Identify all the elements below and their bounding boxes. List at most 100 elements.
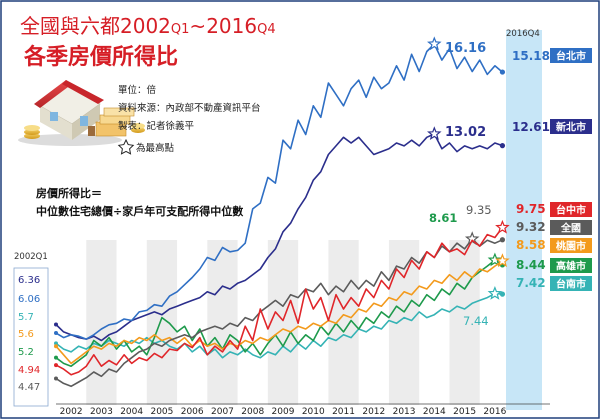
badge-label-national: 全國 xyxy=(560,222,581,235)
chart-subtitle: 各季房價所得比 xyxy=(23,44,178,70)
title-main: 全國與六都 xyxy=(20,14,120,38)
peak-label-kaohsiung: 8.61 xyxy=(429,211,457,225)
x-tick-2014: 2014 xyxy=(423,407,446,417)
series-start-dot-4 xyxy=(54,344,58,349)
badge-label-taichung: 台中市 xyxy=(556,204,586,217)
start-label-kaohsiung: 5.2 xyxy=(18,347,34,358)
start-label-national: 4.47 xyxy=(18,382,40,393)
peak-star-0 xyxy=(427,36,442,51)
badge-label-kaohsiung: 高雄市 xyxy=(556,260,586,273)
peak-labels: 16.16 13.02 9.35 8.61 7.44 xyxy=(429,41,492,328)
series-start-dot-5 xyxy=(54,355,58,360)
series-line-5 xyxy=(55,259,503,367)
x-tick-2015: 2015 xyxy=(453,407,476,417)
peak-label-new-taipei: 13.02 xyxy=(445,125,486,140)
x-tick-2003: 2003 xyxy=(90,407,113,417)
star-legend-label: 為最高點 xyxy=(136,142,175,154)
end-value-taichung: 9.75 xyxy=(516,202,546,216)
series-line-6 xyxy=(55,292,503,359)
series-end-dot-6 xyxy=(499,291,506,297)
series-end-dot-1 xyxy=(499,143,506,149)
x-tick-2008: 2008 xyxy=(241,407,264,417)
x-tick-2005: 2005 xyxy=(150,407,173,417)
badge-label-taoyuan: 桃園市 xyxy=(556,240,586,253)
start-value-labels: 6.36 6.06 5.7 5.6 5.2 4.94 4.47 xyxy=(13,267,49,407)
author-label: 製表：記者徐義平 xyxy=(118,120,195,132)
year-band-2007 xyxy=(207,240,238,405)
chart-title: 全國與六都2002Q1~2016Q4 xyxy=(20,14,276,38)
x-tick-2007: 2007 xyxy=(211,407,234,417)
end-period-label: 2016Q4 xyxy=(506,29,540,39)
badge-label-new-taipei: 新北市 xyxy=(556,121,586,134)
house-illustration xyxy=(18,80,145,146)
unit-label: 單位：倍 xyxy=(118,84,157,96)
x-tick-2016: 2016 xyxy=(483,407,506,417)
title-tilde: ~ xyxy=(189,14,206,38)
peak-label-taipei: 16.16 xyxy=(445,41,486,56)
x-tick-2002: 2002 xyxy=(60,407,83,417)
star-legend-icon xyxy=(117,138,135,155)
year-bands xyxy=(86,240,480,405)
x-tick-2012: 2012 xyxy=(362,407,385,417)
title-end-year: 2016 xyxy=(206,14,257,38)
start-label-taoyuan: 5.6 xyxy=(18,329,34,340)
x-tick-2004: 2004 xyxy=(120,407,143,417)
x-tick-2010: 2010 xyxy=(302,407,325,417)
start-label-taipei: 6.06 xyxy=(18,294,40,305)
series-start-dot-6 xyxy=(54,341,58,346)
series-start-dot-3 xyxy=(54,376,58,381)
series-line-1 xyxy=(55,133,503,342)
badge-new-taipei xyxy=(550,119,592,134)
badge-taoyuan xyxy=(550,238,592,253)
year-band-2005 xyxy=(146,240,178,405)
series-start-dot-1 xyxy=(54,322,58,327)
peak-star-5 xyxy=(487,252,503,267)
start-label-tainan: 5.7 xyxy=(18,312,34,323)
end-value-kaohsiung: 8.44 xyxy=(516,258,546,272)
year-band-2009 xyxy=(267,240,299,405)
peak-star-1 xyxy=(427,126,442,141)
badge-taichung xyxy=(550,202,592,217)
badge-kaohsiung xyxy=(550,258,592,273)
series-line-0 xyxy=(55,43,503,340)
year-band-2015 xyxy=(449,240,480,405)
peak-star-2 xyxy=(495,219,510,234)
start-label-taipei-new: 6.36 xyxy=(18,275,40,286)
end-value-new-taipei: 12.61 xyxy=(512,120,550,134)
x-tick-2013: 2013 xyxy=(393,407,416,417)
end-value-taoyuan: 8.58 xyxy=(516,238,546,252)
year-band-2003 xyxy=(86,240,117,405)
title-start-year: 2002 xyxy=(120,14,171,38)
series-start-dot-2 xyxy=(54,363,58,368)
formula-line1: 房價所得比＝ xyxy=(36,186,102,200)
start-period-label: 2002Q1 xyxy=(14,252,48,262)
end-value-taipei: 15.18 xyxy=(512,49,550,63)
end-labels: 15.18 台北市 12.61 新北市 9.75 台中市 9.32 全國 8.5… xyxy=(512,48,592,291)
highlight-2016q4-bar xyxy=(506,30,542,410)
start-label-taichung: 4.94 xyxy=(18,365,40,376)
peak-star-4 xyxy=(495,253,510,268)
title-start-q: Q1 xyxy=(171,22,190,37)
badge-national xyxy=(550,220,592,235)
title-end-q: Q4 xyxy=(257,22,276,37)
x-tick-2009: 2009 xyxy=(272,407,295,417)
x-tick-2011: 2011 xyxy=(332,407,355,417)
peak-label-national: 9.35 xyxy=(466,203,492,217)
series-line-4 xyxy=(55,260,503,365)
peak-label-tainan: 7.44 xyxy=(463,314,489,328)
badge-tainan xyxy=(550,276,592,291)
badge-label-tainan: 台南市 xyxy=(556,278,586,291)
x-axis: 2002 2003 2004 2005 2006 2007 2008 2009 2010 2011… xyxy=(56,403,550,417)
end-value-tainan: 7.42 xyxy=(516,276,546,290)
formula-line2: 中位數住宅總價÷家戶年可支配所得中位數 xyxy=(36,204,243,218)
series-end-dot-3 xyxy=(499,237,506,243)
x-tick-2006: 2006 xyxy=(181,407,204,417)
series-start-dot-0 xyxy=(54,331,58,336)
series-line-2 xyxy=(55,227,504,376)
peak-star-6 xyxy=(487,285,503,300)
source-label: 資料來源：內政部不動產資訊平台 xyxy=(118,102,261,114)
badge-taipei xyxy=(550,48,592,63)
badge-label-taipei: 台北市 xyxy=(556,50,586,63)
end-value-national: 9.32 xyxy=(516,220,546,234)
